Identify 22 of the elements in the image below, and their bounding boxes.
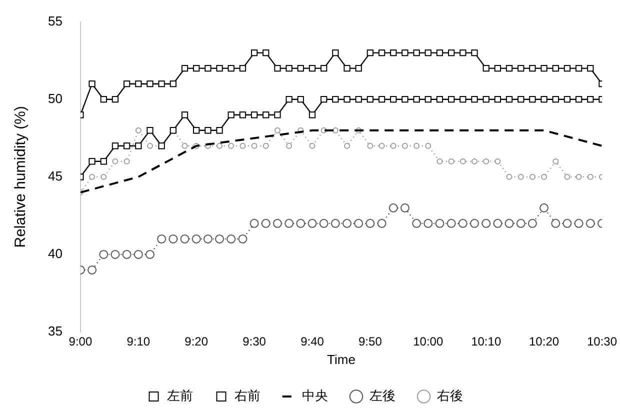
y-tick-label: 50	[48, 90, 62, 106]
legend-label: 右後	[436, 388, 463, 404]
y-tick-label: 55	[48, 13, 62, 28]
y-tick-label: 35	[48, 324, 62, 339]
x-tick-label: 9:30	[242, 334, 266, 349]
y-tick-label: 40	[48, 246, 62, 262]
legend-label: 右前	[234, 388, 260, 404]
x-tick-label: 10:30	[586, 334, 618, 349]
x-tick-label: 9:00	[68, 334, 92, 349]
x-tick-label: 9:50	[358, 334, 382, 349]
x-tick-label: 10:00	[413, 334, 444, 349]
legend-label: 中央	[302, 388, 328, 404]
y-tick-label: 45	[48, 168, 62, 184]
x-tick-label: 10:20	[529, 334, 560, 349]
x-axis-title: Time	[327, 352, 356, 367]
legend-label: 左前	[166, 388, 193, 404]
x-tick-label: 10:10	[471, 334, 502, 349]
x-tick-label: 9:40	[300, 334, 324, 349]
y-axis-title: Relative humidity (%)	[12, 106, 30, 248]
x-tick-label: 9:10	[126, 334, 150, 349]
legend-label: 左後	[369, 388, 396, 404]
x-tick-label: 9:20	[184, 334, 208, 349]
